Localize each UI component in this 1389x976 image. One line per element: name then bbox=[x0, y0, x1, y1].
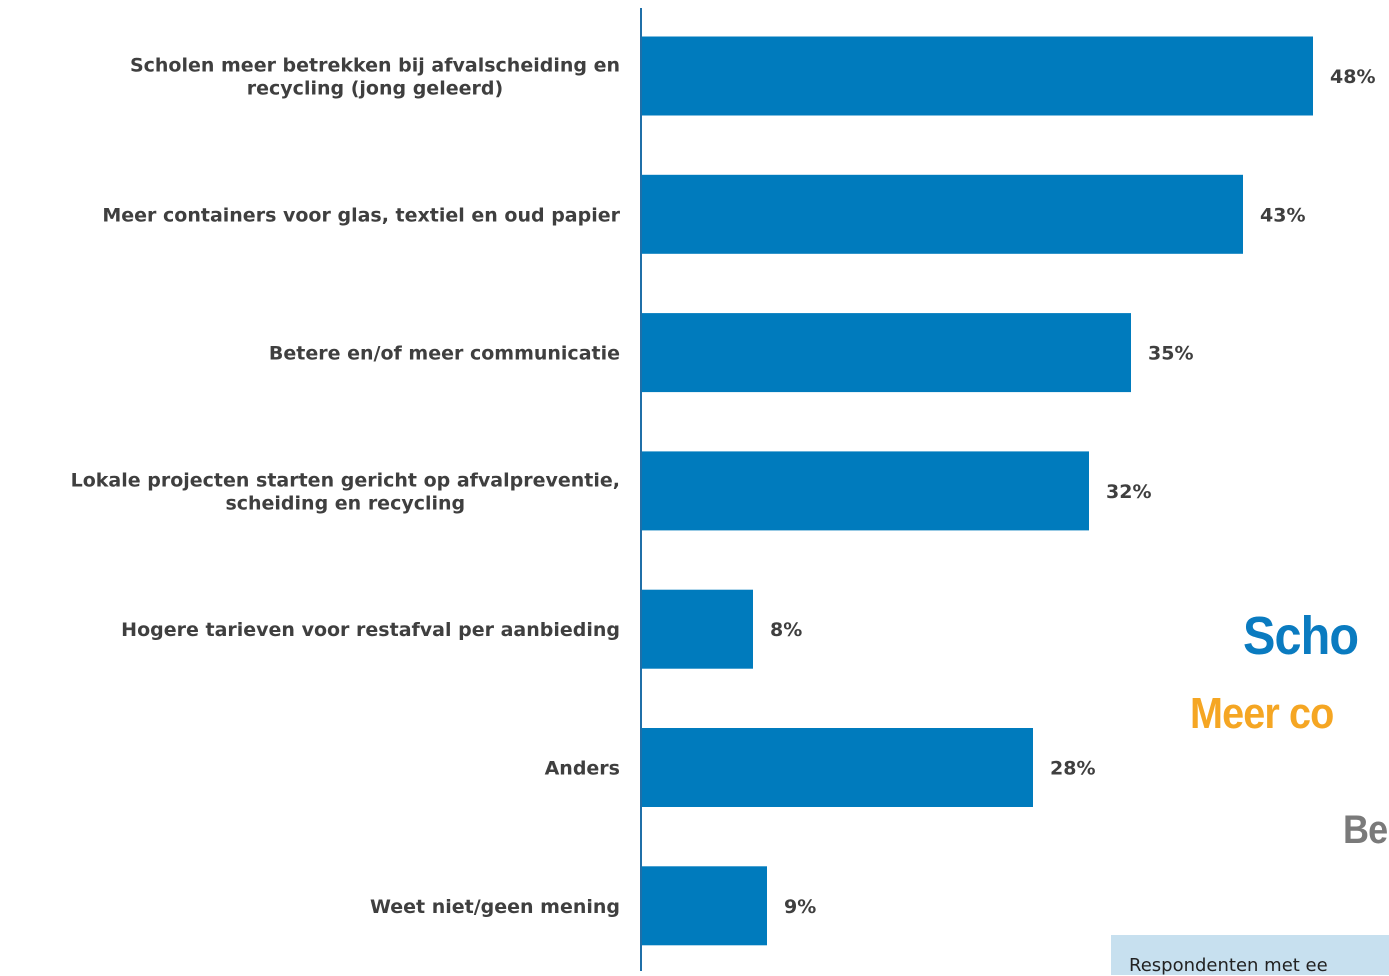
bar-value-label: 48% bbox=[1330, 66, 1375, 88]
category-label-line: Meer containers voor glas, textiel en ou… bbox=[102, 204, 620, 226]
bar-value-label: 9% bbox=[784, 896, 816, 918]
category-label: Meer containers voor glas, textiel en ou… bbox=[102, 204, 620, 226]
respondents-note-box: Respondenten met ee bbox=[1111, 935, 1389, 976]
category-label-line: recycling (jong geleerd) bbox=[247, 78, 503, 100]
bar-value-label: 8% bbox=[770, 619, 802, 641]
category-label-line: Weet niet/geen mening bbox=[370, 896, 620, 918]
bar bbox=[641, 866, 767, 946]
category-label: Betere en/of meer communicatie bbox=[269, 343, 620, 365]
wordcloud-word-betere: Be bbox=[1343, 808, 1388, 852]
category-label-line: Hogere tarieven voor restafval per aanbi… bbox=[121, 619, 620, 641]
bar-value-label: 43% bbox=[1260, 204, 1305, 226]
bars-layer: 48% Scholen meer betrekken bij afvalschei… bbox=[71, 36, 1375, 946]
category-label: Hogere tarieven voor restafval per aanbi… bbox=[121, 619, 620, 641]
bar bbox=[641, 36, 1313, 116]
bar-value-label: 35% bbox=[1148, 343, 1193, 365]
bar bbox=[641, 728, 1033, 807]
category-label: Anders bbox=[545, 758, 620, 780]
bar bbox=[641, 174, 1243, 254]
category-label-line: scheiding en recycling bbox=[225, 492, 465, 514]
bar-value-label: 32% bbox=[1106, 481, 1151, 503]
respondents-note-text: Respondenten met ee bbox=[1129, 955, 1328, 976]
wordcloud-word-meer-containers: Meer co bbox=[1190, 689, 1334, 738]
category-label-line: Anders bbox=[545, 758, 620, 780]
bar bbox=[641, 589, 753, 669]
bar-value-label: 28% bbox=[1050, 758, 1095, 780]
category-label: Weet niet/geen mening bbox=[370, 896, 620, 918]
category-label-line: Lokale projecten starten gericht op afva… bbox=[71, 469, 620, 491]
category-label: Scholen meer betrekken bij afvalscheidin… bbox=[130, 55, 620, 100]
wordcloud-word-scholen: Scho bbox=[1243, 606, 1359, 666]
bar bbox=[641, 313, 1131, 393]
category-label: Lokale projecten starten gericht op afva… bbox=[71, 469, 620, 514]
category-label-line: Scholen meer betrekken bij afvalscheidin… bbox=[130, 55, 620, 77]
bar bbox=[641, 451, 1089, 531]
category-label-line: Betere en/of meer communicatie bbox=[269, 343, 620, 365]
